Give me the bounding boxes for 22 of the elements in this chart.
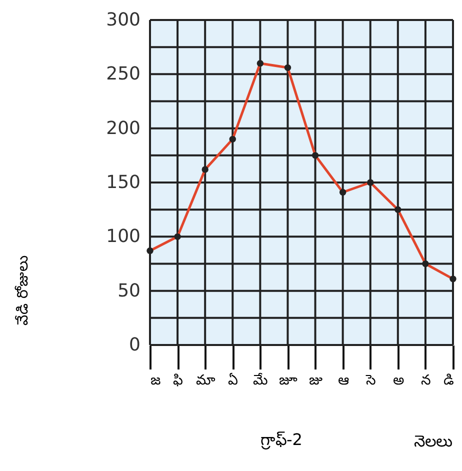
text: గ్రాఫ్-2	[260, 430, 302, 450]
y-tick-label: 300	[106, 10, 140, 30]
y-tick-label: 250	[106, 64, 140, 85]
y-tick-label: 200	[106, 118, 140, 139]
y-tick-label: 100	[106, 226, 140, 248]
y-tick-label: 50	[118, 280, 140, 302]
x-tick-label: మే	[253, 372, 268, 388]
x-tick-label: జ	[150, 372, 160, 388]
x-tick-label: ఫి	[173, 372, 184, 388]
x-tick-label: మా	[196, 372, 216, 388]
x-tick-label: జూ	[279, 372, 298, 388]
x-tick-label: ఏ	[228, 372, 238, 388]
y-tick-label: 0	[129, 334, 140, 356]
y-tick-label: 150	[106, 172, 140, 193]
x-tick-label: ఆ	[338, 372, 349, 388]
x-tick-label: డి	[444, 372, 454, 388]
x-tick-label: సె	[364, 372, 376, 388]
x-tick-label: న	[420, 372, 431, 388]
y-axis-title: వేడి రోజులు	[14, 256, 32, 326]
x-axis-title: నెలలు	[414, 432, 453, 450]
x-tick-label: అ	[392, 372, 404, 388]
x-tick-label: జు	[308, 372, 323, 388]
